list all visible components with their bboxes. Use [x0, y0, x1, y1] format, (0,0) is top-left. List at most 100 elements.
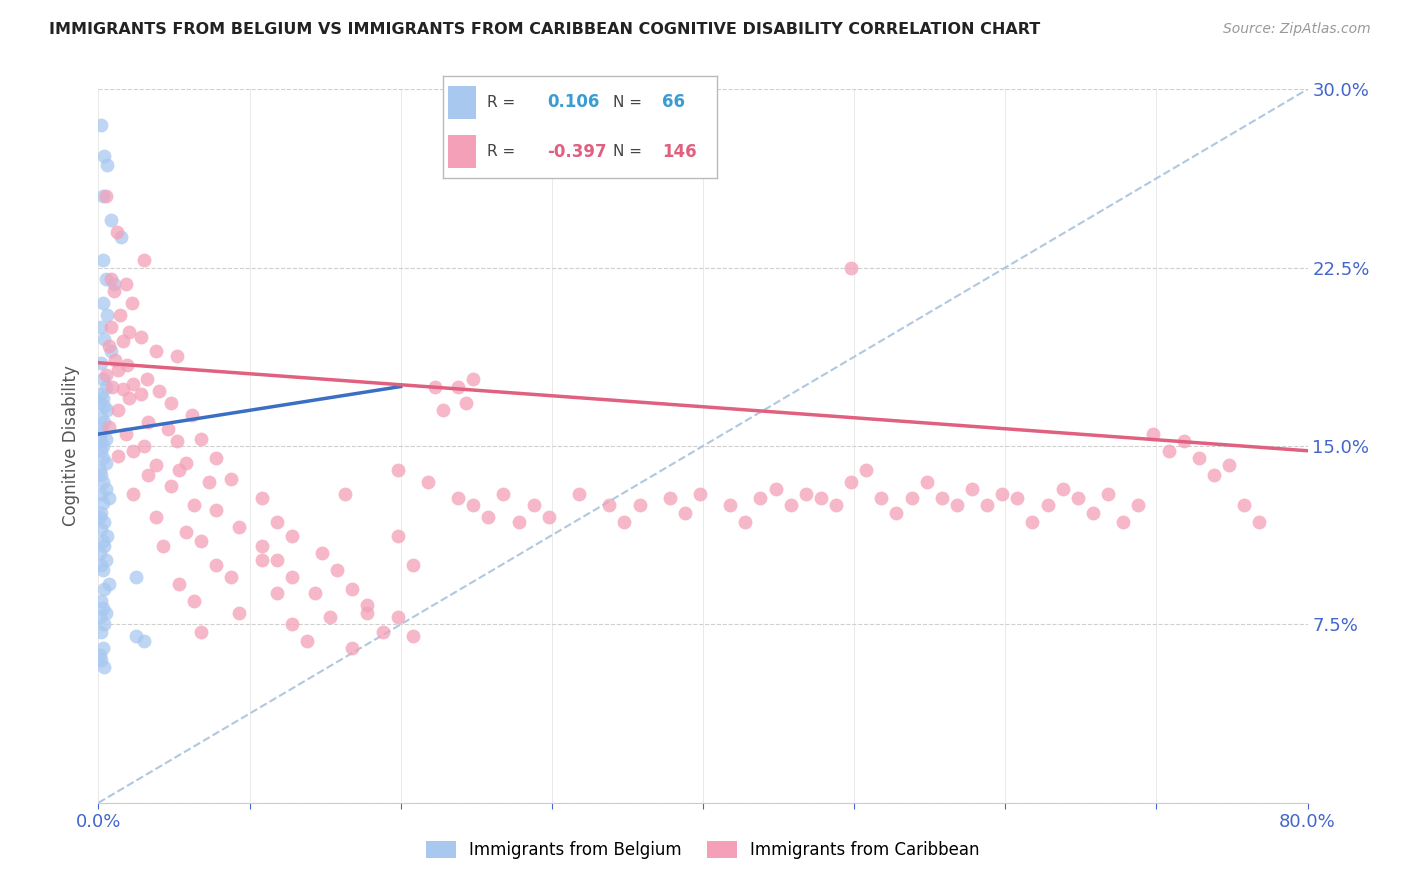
Point	[1188, 450, 1211, 465]
Point	[447, 379, 470, 393]
Point	[190, 432, 212, 446]
Point	[205, 450, 228, 465]
Point	[90, 410, 112, 425]
Point	[356, 606, 378, 620]
Point	[107, 363, 129, 377]
Bar	[449, 87, 475, 119]
Point	[90, 422, 112, 436]
Point	[94, 606, 117, 620]
Point	[152, 539, 174, 553]
Point	[190, 534, 212, 549]
Point	[915, 475, 938, 489]
Text: R =: R =	[486, 145, 515, 160]
Point	[118, 325, 141, 339]
Point	[89, 396, 111, 410]
Point	[129, 386, 152, 401]
Point	[91, 372, 114, 386]
Point	[342, 582, 364, 596]
Point	[110, 229, 132, 244]
Point	[197, 475, 219, 489]
Point	[91, 496, 114, 510]
Point	[91, 534, 114, 549]
Point	[477, 510, 499, 524]
Point	[93, 660, 115, 674]
Point	[221, 570, 243, 584]
Point	[90, 486, 112, 500]
Point	[1081, 506, 1104, 520]
Point	[132, 439, 155, 453]
Point	[91, 296, 114, 310]
Point	[167, 463, 190, 477]
Point	[94, 272, 117, 286]
Point	[855, 463, 877, 477]
Point	[387, 463, 409, 477]
Point	[93, 539, 115, 553]
Point	[132, 253, 155, 268]
Point	[135, 372, 157, 386]
Point	[900, 491, 922, 506]
Point	[94, 482, 117, 496]
Point	[93, 332, 115, 346]
Point	[114, 427, 136, 442]
Point	[658, 491, 681, 506]
Point	[104, 353, 127, 368]
Point	[94, 379, 117, 393]
Point	[689, 486, 711, 500]
Point	[125, 629, 148, 643]
Point	[94, 368, 117, 382]
Point	[718, 499, 741, 513]
Point	[266, 586, 288, 600]
Point	[100, 343, 122, 358]
Point	[228, 520, 250, 534]
Point	[1157, 443, 1180, 458]
Point	[492, 486, 515, 500]
Point	[156, 422, 179, 436]
Point	[89, 427, 111, 442]
Point	[90, 386, 112, 401]
Text: 0.106: 0.106	[547, 94, 599, 112]
Point	[402, 629, 425, 643]
Point	[946, 499, 969, 513]
Point	[765, 482, 787, 496]
Point	[1128, 499, 1150, 513]
Point	[463, 499, 485, 513]
Point	[416, 475, 439, 489]
Point	[304, 586, 326, 600]
Point	[90, 593, 112, 607]
Point	[432, 403, 454, 417]
Point	[103, 285, 125, 299]
Point	[122, 377, 145, 392]
Point	[508, 515, 530, 529]
Point	[145, 343, 167, 358]
Point	[100, 272, 122, 286]
Point	[93, 515, 115, 529]
Point	[190, 624, 212, 639]
Point	[976, 499, 998, 513]
Point	[1173, 434, 1195, 449]
Point	[93, 617, 115, 632]
Point	[1021, 515, 1043, 529]
Point	[250, 553, 273, 567]
Point	[98, 339, 121, 353]
Point	[90, 506, 112, 520]
Point	[886, 506, 908, 520]
Point	[333, 486, 356, 500]
Point	[91, 439, 114, 453]
Point	[166, 434, 188, 449]
Point	[91, 600, 114, 615]
Point	[1052, 482, 1074, 496]
Point	[101, 379, 124, 393]
Point	[100, 320, 122, 334]
Point	[94, 432, 117, 446]
Point	[96, 403, 118, 417]
Point	[91, 392, 114, 406]
Point	[221, 472, 243, 486]
Point	[115, 358, 138, 372]
Point	[122, 443, 145, 458]
Point	[90, 653, 112, 667]
Point	[749, 491, 772, 506]
Point	[810, 491, 832, 506]
Point	[794, 486, 817, 500]
Point	[125, 570, 148, 584]
Point	[90, 558, 112, 572]
